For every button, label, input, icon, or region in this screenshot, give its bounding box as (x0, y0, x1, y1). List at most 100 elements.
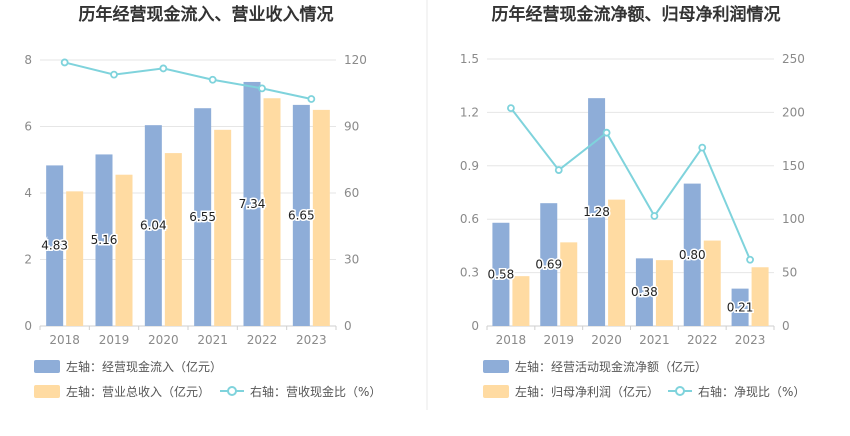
right-tick-label: 30 (344, 253, 359, 267)
right-tick-label: 0 (782, 319, 790, 333)
ratio-point (602, 128, 611, 137)
legend-label-net-profit[interactable]: 左轴：归母净利润（亿元） (515, 384, 659, 399)
ratio-line (507, 104, 754, 264)
left-tick-label: 2 (24, 253, 32, 267)
legend-label-cash-inflow[interactable]: 左轴：经营现金流入（亿元） (66, 359, 222, 374)
x-tick-label: 2021 (197, 333, 228, 347)
ratio-point (208, 75, 217, 84)
legend-label-revenue[interactable]: 左轴：营业总收入（亿元） (66, 384, 210, 399)
bar-value-label: 0.58 (488, 267, 515, 281)
x-tick-label: 2022 (687, 333, 718, 347)
ratio-polyline (510, 107, 752, 261)
bar-value-label: 0.69 (535, 258, 562, 272)
x-tick-label: 2022 (247, 333, 278, 347)
left-tick-label: 0 (471, 319, 479, 333)
right-tick-label: 250 (782, 52, 805, 66)
bar-value-label: 5.16 (91, 233, 118, 247)
x-tick-label: 2019 (99, 333, 130, 347)
legend-swatch-revenue[interactable] (34, 385, 60, 398)
legend-swatch-cash-inflow[interactable] (34, 360, 60, 373)
legend: 左轴：经营现金流入（亿元） 左轴：营业总收入（亿元） 右轴：营收现金比（%） (34, 359, 381, 399)
grid-lines (40, 59, 336, 327)
bar-secondary (608, 199, 626, 326)
bar-secondary (164, 153, 182, 326)
left-tick-label: 0.6 (460, 212, 479, 226)
legend-swatch-ratio[interactable] (220, 386, 244, 396)
legend-swatch-net-cash-ratio[interactable] (668, 386, 692, 396)
bar-value-label: 0.80 (679, 248, 706, 262)
bar-secondary (751, 267, 769, 326)
x-tick-label: 2020 (148, 333, 179, 347)
bar-primary (46, 165, 64, 326)
right-tick-label: 50 (782, 266, 797, 280)
bar-primary (144, 125, 162, 326)
legend-label-net-cash[interactable]: 左轴：经营活动现金流净额（亿元） (515, 359, 707, 374)
left-axis: 0 2 4 6 8 (24, 53, 32, 333)
bar-value-label: 6.55 (189, 210, 216, 224)
left-axis: 0 0.3 0.6 0.9 1.2 1.5 (460, 52, 479, 333)
left-tick-label: 6 (24, 120, 32, 134)
bar-primary (292, 104, 310, 326)
chart-net-cash-profit: 历年经营现金流净额、归母净利润情况 0 0.3 0.6 0.9 1.2 1.5 0 50 10… (460, 4, 806, 399)
bar-secondary (66, 191, 84, 326)
bar-primary (492, 222, 510, 326)
bar-value-label: 7.34 (239, 197, 266, 211)
x-tick-label: 2023 (296, 333, 327, 347)
bar-value-label: 4.83 (41, 239, 68, 253)
x-tick-label: 2019 (543, 333, 574, 347)
right-tick-label: 150 (782, 159, 805, 173)
ratio-point (507, 104, 515, 113)
ratio-point (746, 255, 754, 264)
right-tick-label: 120 (344, 53, 367, 67)
x-axis: 2018 2019 2020 2021 2022 2023 (39, 325, 337, 347)
left-tick-label: 8 (24, 53, 32, 67)
bar-secondary (263, 98, 281, 326)
legend: 左轴：经营活动现金流净额（亿元） 左轴：归母净利润（亿元） 右轴：净现比（%） (483, 359, 805, 399)
chart-title: 历年经营现金流净额、归母净利润情况 (492, 4, 781, 25)
right-axis: 0 50 100 150 200 250 (782, 52, 805, 333)
bar-primary (588, 98, 606, 326)
ratio-polyline (64, 61, 312, 100)
bars (46, 81, 330, 327)
left-tick-label: 1.5 (460, 52, 479, 66)
ratio-point (554, 166, 563, 174)
left-tick-label: 1.2 (460, 105, 479, 119)
bar-secondary (312, 109, 330, 326)
bar-secondary (115, 174, 133, 326)
bar-primary (243, 81, 261, 326)
ratio-point (60, 58, 69, 67)
legend-label-ratio[interactable]: 右轴：营收现金比（%） (250, 384, 381, 399)
left-tick-label: 0.9 (460, 159, 479, 173)
bar-value-label: 0.38 (631, 285, 658, 299)
left-tick-label: 0.3 (460, 266, 479, 280)
left-tick-label: 4 (24, 186, 32, 200)
bar-value-label: 1.28 (583, 205, 610, 219)
x-tick-label: 2020 (591, 333, 622, 347)
legend-swatch-net-cash[interactable] (483, 360, 509, 373)
bar-secondary (512, 276, 530, 326)
legend-label-net-cash-ratio[interactable]: 右轴：净现比（%） (698, 384, 805, 399)
bar-primary (540, 203, 558, 326)
right-axis: 0 30 60 90 120 (344, 53, 367, 333)
right-tick-label: 0 (344, 319, 352, 333)
ratio-point (258, 84, 266, 93)
bar-value-label: 0.21 (727, 300, 754, 314)
bar-secondary (560, 242, 578, 326)
data-labels: 0.58 0.69 1.28 0.38 0.80 0.21 (486, 204, 755, 316)
ratio-point (698, 143, 707, 152)
bar-primary (635, 258, 653, 326)
ratio-point (307, 95, 316, 103)
ratio-line (60, 58, 316, 103)
x-tick-label: 2023 (735, 333, 766, 347)
x-axis: 2018 2019 2020 2021 2022 2023 (486, 325, 775, 347)
bar-value-label: 6.04 (140, 219, 167, 233)
chart-title: 历年经营现金流入、营业收入情况 (79, 4, 334, 25)
bar-primary (194, 108, 212, 327)
x-tick-label: 2021 (639, 333, 670, 347)
legend-swatch-net-profit[interactable] (483, 385, 509, 398)
right-tick-label: 200 (782, 105, 805, 119)
x-tick-label: 2018 (496, 333, 527, 347)
right-tick-label: 100 (782, 212, 805, 226)
